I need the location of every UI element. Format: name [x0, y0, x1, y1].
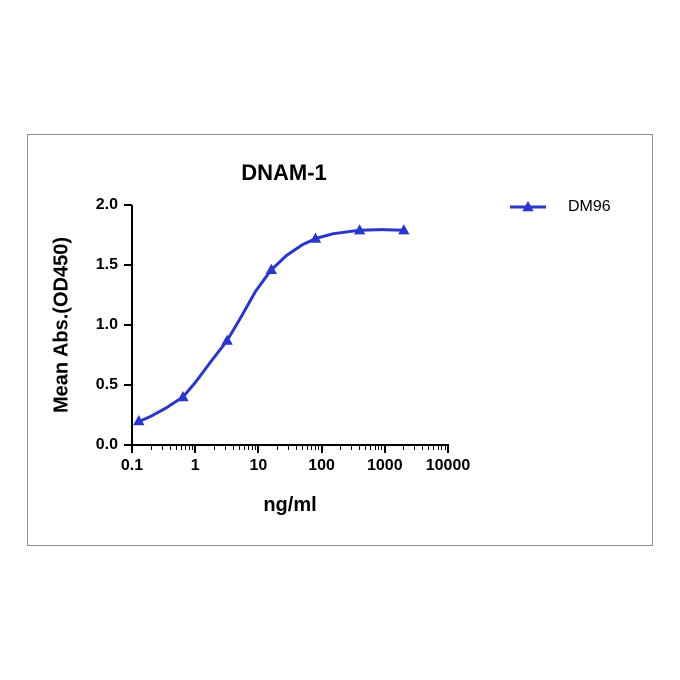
- legend-swatch: [510, 198, 560, 216]
- series-line: [139, 230, 404, 422]
- legend: DM96: [510, 198, 611, 216]
- legend-label: DM96: [568, 198, 611, 216]
- series-layer: [0, 0, 680, 680]
